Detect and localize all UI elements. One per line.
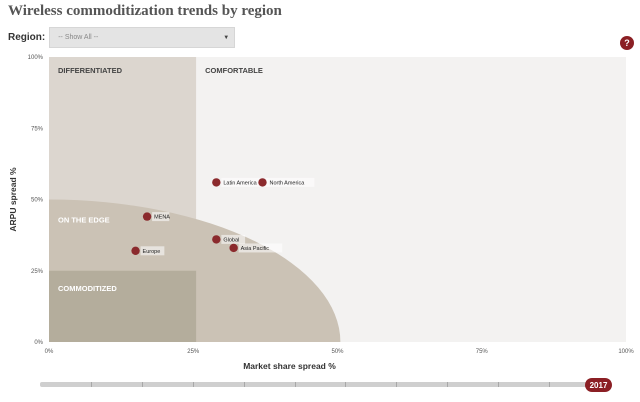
data-point xyxy=(258,178,267,187)
zone-label-commoditized: COMMODITIZED xyxy=(58,284,117,293)
data-point-label: North America xyxy=(269,180,305,186)
question-mark-icon: ? xyxy=(624,38,630,48)
page-title: Wireless commoditization trends by regio… xyxy=(8,3,282,19)
y-tick-label: 75% xyxy=(31,126,44,132)
data-point xyxy=(212,235,221,244)
data-point-label: Global xyxy=(223,237,239,243)
x-tick-label: 75% xyxy=(476,349,489,355)
data-point-label-bg xyxy=(267,177,315,187)
data-point-label-bg xyxy=(140,246,165,256)
timeline-tick xyxy=(549,382,551,387)
x-tick-label: 0% xyxy=(45,349,54,355)
chevron-down-icon: ▼ xyxy=(223,34,230,41)
y-tick-label: 0% xyxy=(34,340,43,346)
data-point-label-bg xyxy=(238,243,283,253)
zone-label-on-the-edge: ON THE EDGE xyxy=(58,215,110,224)
data-point-label-bg xyxy=(221,234,246,244)
data-point-label-bg xyxy=(152,212,170,222)
zone-commoditized xyxy=(49,270,197,342)
region-select[interactable]: -- Show All -- ▼ xyxy=(49,27,236,48)
data-point xyxy=(131,246,140,255)
y-axis-label: ARPU spread % xyxy=(8,167,18,232)
x-tick-label: 50% xyxy=(331,349,344,355)
data-point-label: Asia Pacific xyxy=(241,246,270,252)
zone-label-comfortable: COMFORTABLE xyxy=(205,66,263,75)
timeline-tick xyxy=(345,382,347,387)
timeline-slider-handle[interactable]: 2017 xyxy=(585,378,612,392)
data-point xyxy=(142,212,152,221)
timeline-slider-track[interactable] xyxy=(40,382,600,387)
scatter-chart: DIFFERENTIATED COMFORTABLE ON THE EDGE COMM… xyxy=(8,55,634,371)
timeline-tick xyxy=(294,382,296,387)
timeline-tick xyxy=(396,382,398,387)
data-point-label: MENA xyxy=(154,215,170,221)
region-filter-label: Region: xyxy=(8,32,46,43)
y-tick-label: 25% xyxy=(31,269,44,275)
x-tick-label: 100% xyxy=(618,349,634,355)
timeline-tick xyxy=(498,382,500,387)
timeline-year-label: 2017 xyxy=(589,380,608,390)
data-point xyxy=(229,243,238,253)
data-point xyxy=(212,178,221,187)
y-tick-label: 100% xyxy=(28,55,44,61)
timeline-tick xyxy=(243,382,245,387)
help-button[interactable]: ? xyxy=(620,36,634,50)
x-tick-label: 25% xyxy=(187,349,200,355)
timeline-tick xyxy=(90,382,92,387)
timeline-tick xyxy=(447,382,449,387)
data-point-label: Latin America xyxy=(223,180,257,186)
zone-label-differentiated: DIFFERENTIATED xyxy=(58,66,123,75)
y-tick-label: 50% xyxy=(31,198,44,204)
region-filter: Region: -- Show All -- ▼ xyxy=(8,27,236,48)
timeline-tick xyxy=(192,382,194,387)
region-select-value: -- Show All -- xyxy=(58,34,99,41)
timeline-tick xyxy=(141,382,143,387)
x-axis-label: Market share spread % xyxy=(243,361,336,371)
data-point-label-bg xyxy=(221,177,269,187)
data-point-label: Europe xyxy=(143,249,161,255)
